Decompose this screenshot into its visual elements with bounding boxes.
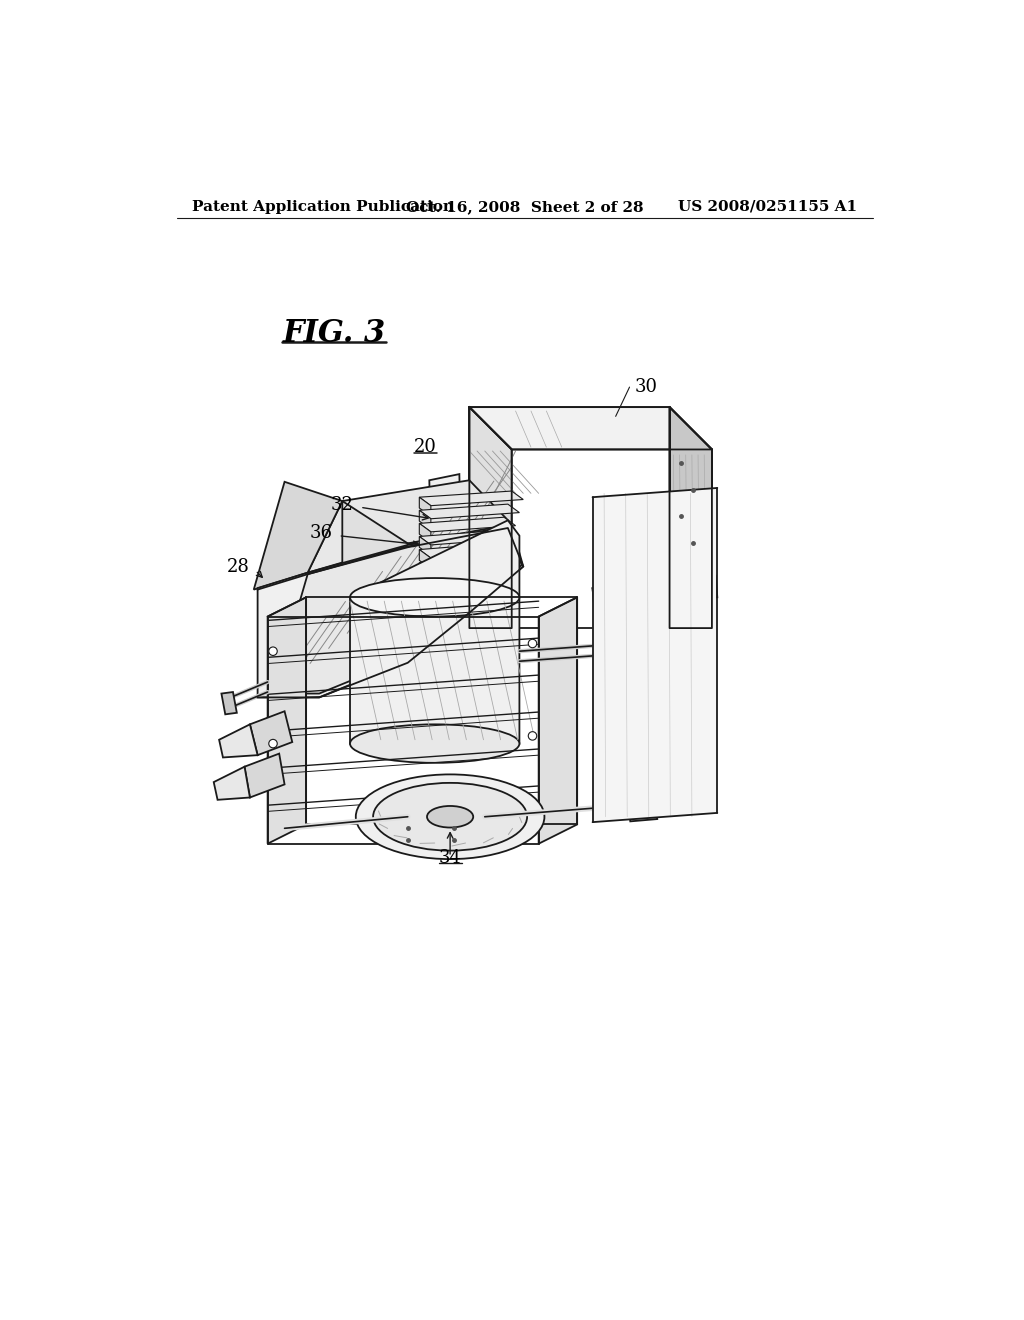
Text: US 2008/0251155 A1: US 2008/0251155 A1	[678, 199, 857, 214]
Polygon shape	[245, 754, 285, 797]
Polygon shape	[670, 407, 712, 628]
Text: FIG. 3: FIG. 3	[283, 318, 385, 350]
Text: 36: 36	[309, 524, 333, 543]
Polygon shape	[419, 491, 523, 506]
Text: Patent Application Publication: Patent Application Publication	[193, 199, 455, 214]
Polygon shape	[258, 525, 523, 697]
Polygon shape	[419, 498, 431, 516]
Polygon shape	[469, 407, 712, 449]
Polygon shape	[267, 598, 306, 843]
Polygon shape	[214, 767, 250, 800]
Polygon shape	[419, 562, 431, 582]
Ellipse shape	[350, 725, 519, 763]
Polygon shape	[419, 549, 431, 569]
Polygon shape	[419, 557, 504, 572]
Text: 28: 28	[227, 557, 250, 576]
Polygon shape	[342, 502, 408, 667]
Polygon shape	[419, 544, 508, 558]
Text: 34: 34	[438, 849, 462, 866]
Polygon shape	[307, 480, 512, 573]
Polygon shape	[419, 536, 431, 556]
Text: 20: 20	[414, 438, 437, 457]
Polygon shape	[429, 474, 462, 586]
Polygon shape	[273, 528, 521, 693]
Ellipse shape	[528, 639, 537, 648]
Ellipse shape	[427, 807, 473, 828]
Polygon shape	[628, 797, 657, 821]
Polygon shape	[419, 511, 431, 529]
Polygon shape	[419, 517, 515, 532]
Ellipse shape	[355, 775, 545, 859]
Ellipse shape	[268, 647, 278, 656]
Polygon shape	[539, 598, 578, 843]
Polygon shape	[593, 488, 717, 822]
Polygon shape	[705, 576, 717, 598]
Polygon shape	[469, 407, 512, 628]
Polygon shape	[419, 504, 519, 519]
Text: 32: 32	[331, 496, 354, 513]
Polygon shape	[250, 711, 292, 755]
Ellipse shape	[350, 578, 519, 616]
Polygon shape	[643, 638, 674, 665]
Polygon shape	[221, 692, 237, 714]
Polygon shape	[419, 524, 431, 543]
Text: 30: 30	[635, 378, 657, 396]
Ellipse shape	[268, 739, 278, 748]
Polygon shape	[254, 482, 342, 590]
Ellipse shape	[528, 731, 537, 741]
Polygon shape	[419, 576, 431, 595]
Polygon shape	[419, 570, 500, 585]
Ellipse shape	[373, 783, 527, 850]
Polygon shape	[419, 531, 512, 545]
Text: Oct. 16, 2008  Sheet 2 of 28: Oct. 16, 2008 Sheet 2 of 28	[406, 199, 644, 214]
Polygon shape	[219, 725, 258, 758]
Polygon shape	[593, 578, 710, 606]
Polygon shape	[350, 520, 519, 743]
